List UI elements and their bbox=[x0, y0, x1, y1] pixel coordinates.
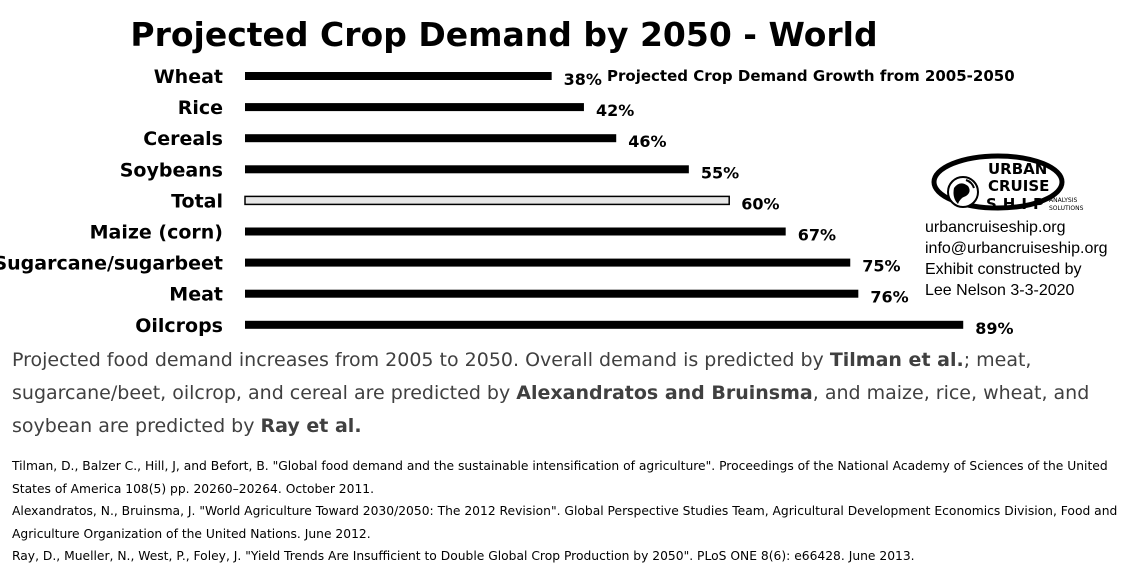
email-link[interactable]: info@urbancruiseship.org bbox=[925, 240, 1108, 257]
reference-item: Tilman, D., Balzer C., Hill, J, and Befo… bbox=[12, 459, 1108, 496]
caption-source-2: Alexandratos and Bruinsma bbox=[516, 382, 813, 404]
credit-line-2: Lee Nelson 3-3-2020 bbox=[925, 282, 1075, 299]
bar-meat bbox=[245, 289, 859, 298]
value-label: 67% bbox=[798, 226, 836, 245]
logo-tagline-2: SOLUTIONS bbox=[1049, 205, 1084, 212]
category-label: Maize (corn) bbox=[90, 222, 223, 244]
category-label: Cereals bbox=[143, 128, 223, 150]
chart-title: Projected Crop Demand by 2050 - World bbox=[130, 15, 877, 54]
category-label: Oilcrops bbox=[135, 315, 223, 337]
value-label: 76% bbox=[870, 288, 908, 307]
value-label: 60% bbox=[741, 194, 779, 213]
caption-source-3: Ray et al. bbox=[260, 415, 362, 437]
caption: Projected food demand increases from 200… bbox=[12, 344, 1137, 443]
credit-line-1: Exhibit constructed by bbox=[925, 261, 1082, 278]
category-label: Sugarcane/sugarbeet bbox=[0, 253, 223, 275]
value-label: 89% bbox=[975, 319, 1013, 338]
caption-text-2: ; meat, sugarcane/beet, oilcrop, and cer… bbox=[12, 349, 1032, 404]
caption-text-1: Projected food demand increases from 200… bbox=[12, 349, 830, 371]
reference-item: Ray, D., Mueller, N., West, P., Foley, J… bbox=[12, 549, 915, 564]
chart-subtitle: Projected Crop Demand Growth from 2005-2… bbox=[607, 67, 1015, 85]
category-label: Total bbox=[171, 190, 223, 212]
logo-line-2: CRUISE bbox=[988, 177, 1049, 195]
references: Tilman, D., Balzer C., Hill, J, and Befo… bbox=[12, 455, 1142, 568]
bar-rice bbox=[245, 103, 584, 112]
logo-tagline-1: ANALYSIS bbox=[1049, 197, 1077, 204]
bar-total bbox=[244, 195, 730, 206]
caption-text-3: , and maize, rice, wheat, and soybean ar… bbox=[12, 382, 1090, 437]
value-label: 42% bbox=[596, 101, 634, 120]
bars-layer: Wheat 38% Rice 42% Cereals 46% Soybeans 55% Tota… bbox=[0, 66, 1014, 338]
bar-wheat bbox=[245, 72, 552, 80]
category-label: Wheat bbox=[154, 66, 223, 88]
category-label: Meat bbox=[169, 284, 223, 306]
caption-source-1: Tilman et al. bbox=[829, 349, 964, 371]
reference-item: Alexandratos, N., Bruinsma, J. "World Ag… bbox=[12, 504, 1118, 541]
value-label: 55% bbox=[701, 163, 739, 182]
contact-block: urbancruiseship.org info@urbancruiseship… bbox=[925, 217, 1147, 301]
logo-line-1: URBAN bbox=[988, 160, 1047, 178]
bar-sugarcane-sugarbeet bbox=[245, 258, 851, 267]
urban-cruise-ship-logo: URBAN CRUISE SHIP ANALYSIS SOLUTIONS bbox=[931, 153, 1084, 213]
website-link[interactable]: urbancruiseship.org bbox=[925, 219, 1066, 236]
bar-maize-corn bbox=[245, 227, 786, 236]
value-label: 46% bbox=[628, 132, 666, 151]
bar-soybeans bbox=[245, 165, 689, 174]
category-label: Soybeans bbox=[120, 159, 223, 181]
bar-cereals bbox=[245, 134, 617, 143]
value-label: 75% bbox=[862, 257, 900, 276]
category-label: Rice bbox=[178, 97, 223, 119]
bar-chart: Projected Crop Demand by 2050 - World Pr… bbox=[0, 15, 1015, 338]
logo-line-3: SHIP bbox=[986, 195, 1050, 213]
bar-oilcrops bbox=[245, 320, 964, 329]
value-label: 38% bbox=[564, 70, 602, 89]
